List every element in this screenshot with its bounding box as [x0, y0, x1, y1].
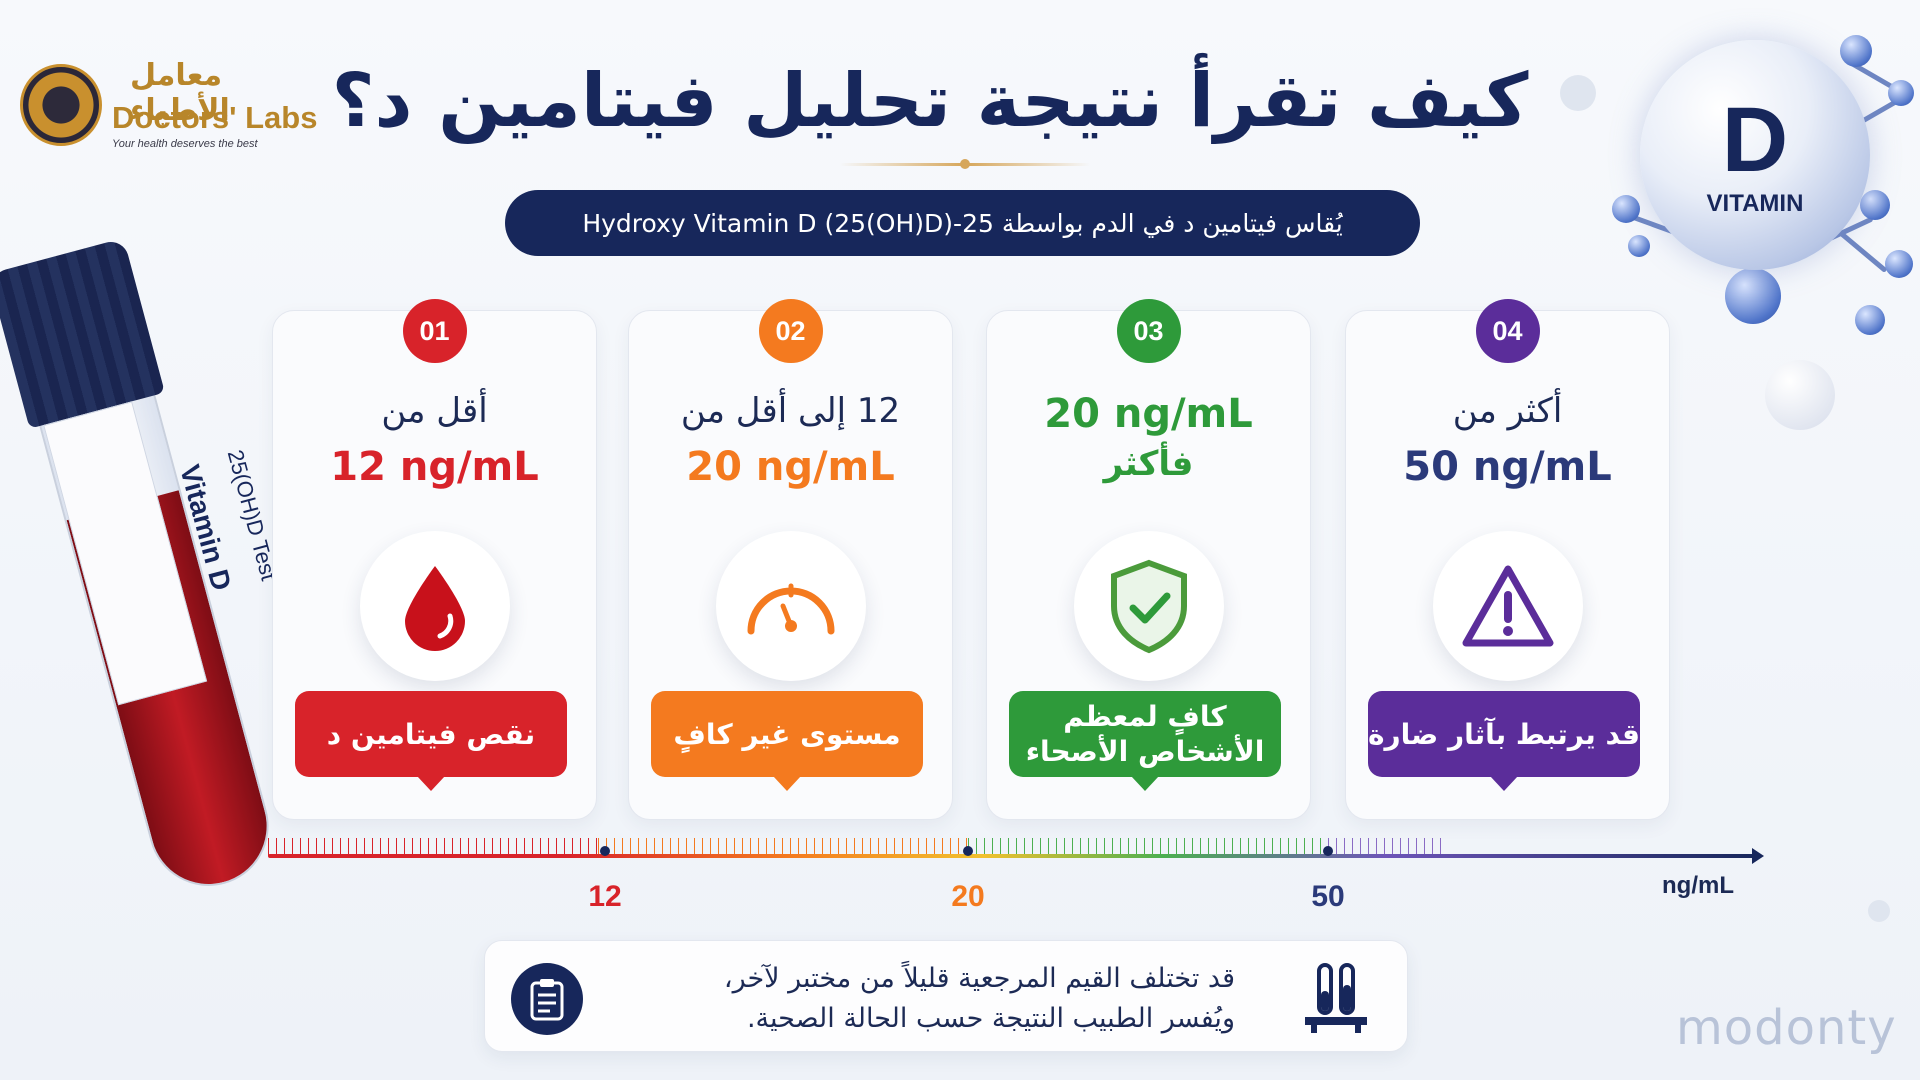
card-number: 01 [402, 299, 467, 363]
warning-icon [1432, 531, 1583, 681]
brand-name-en: Doctors' Labs [112, 100, 318, 135]
molecule-atom [1612, 195, 1640, 223]
scale-ticks-orange [598, 838, 968, 856]
card-range-value: 20 ng/mL [686, 444, 895, 490]
decor-bubble [1765, 360, 1835, 430]
brand-logo: معامل الأطباء Doctors' Labs Your health … [20, 58, 320, 158]
card-range-prefix: أقل من [381, 391, 488, 431]
card-status-badge: مستوى غير كافٍ [651, 691, 923, 791]
card-range-value: 20 ng/mL [1044, 391, 1253, 437]
scale-label-12: 12 [588, 880, 622, 913]
molecule-atom [1860, 190, 1890, 220]
card-status-badge: كافٍ لمعظم الأشخاص الأصحاء [1009, 691, 1281, 791]
shield-check-icon [1073, 531, 1224, 681]
page-title: كيف تقرأ نتيجة تحليل فيتامين د؟ [331, 58, 1529, 144]
scale-arrow-icon [1752, 848, 1764, 864]
molecule-atom [1855, 305, 1885, 335]
card-status-badge: قد يرتبط بآثار ضارة [1368, 691, 1640, 791]
scale-tick [600, 846, 610, 856]
reference-note: قد تختلف القيم المرجعية قليلاً من مختبر … [484, 940, 1408, 1052]
sphere-word: VITAMIN [1706, 190, 1804, 217]
note-text: قد تختلف القيم المرجعية قليلاً من مختبر … [635, 959, 1235, 1039]
blood-drop-icon [359, 531, 510, 681]
note-line-1: قد تختلف القيم المرجعية قليلاً من مختبر … [723, 963, 1235, 994]
watermark: modonty [1676, 1000, 1897, 1056]
brand-tagline: Your health deserves the best [112, 138, 258, 150]
subtitle-pill: يُقاس فيتامين د في الدم بواسطة 25-Hydrox… [505, 190, 1420, 256]
molecule-atom [1885, 250, 1913, 278]
card-range-value: 12 ng/mL [330, 444, 539, 490]
card-number: 02 [758, 299, 823, 363]
note-line-2: ويُفسر الطبيب النتيجة حسب الحالة الصحية. [746, 1003, 1235, 1034]
card-range-prefix: 12 إلى أقل من [680, 391, 901, 431]
brand-name-ar: معامل الأطباء [130, 58, 230, 128]
molecule-atom [1628, 235, 1650, 257]
range-scale: 12 20 50 [268, 838, 1764, 918]
range-card-insufficient: 02 12 إلى أقل من 20 ng/mL مستوى غير كافٍ [628, 299, 953, 820]
card-range-prefix: أكثر من [1452, 391, 1563, 431]
card-number: 03 [1116, 299, 1181, 363]
molecule-atom [1725, 268, 1781, 324]
molecule-atom [1840, 35, 1872, 67]
scale-unit: ng/mL [1662, 872, 1734, 899]
sphere-letter: D [1721, 89, 1789, 191]
title-divider [840, 159, 1090, 169]
card-status-badge: نقص فيتامين د [295, 691, 567, 791]
test-tube-illustration: Vitamin D 25(OH)D Test [0, 237, 292, 902]
molecule-bond [1838, 230, 1888, 273]
range-card-sufficient: 03 20 ng/mL فأكثر كافٍ لمعظم الأشخاص الأ… [986, 299, 1311, 820]
decor-bubble [1560, 75, 1596, 111]
clipboard-icon [511, 963, 583, 1035]
scale-label-50: 50 [1311, 880, 1345, 913]
gauge-icon [715, 531, 866, 681]
vitamin-d-sphere: D VITAMIN [1640, 40, 1870, 270]
scale-ticks-purple [1328, 838, 1448, 856]
scale-line [268, 854, 1758, 858]
range-card-high: 04 أكثر من 50 ng/mL قد يرتبط بآثار ضارة [1345, 299, 1670, 820]
decor-bubble [1868, 900, 1890, 922]
scale-tick [963, 846, 973, 856]
logo-mark-icon [20, 64, 102, 146]
card-number: 04 [1475, 299, 1540, 363]
range-card-deficiency: 01 أقل من 12 ng/mL نقص فيتامين د [272, 299, 597, 820]
molecule-atom [1888, 80, 1914, 106]
card-range-value: 50 ng/mL [1403, 444, 1612, 490]
scale-tick [1323, 846, 1333, 856]
scale-ticks-red [268, 838, 598, 856]
card-range-suffix: فأكثر [1103, 444, 1194, 484]
scale-ticks-green [968, 838, 1328, 856]
lab-tubes-icon [1301, 961, 1371, 1037]
scale-label-20: 20 [951, 880, 985, 913]
